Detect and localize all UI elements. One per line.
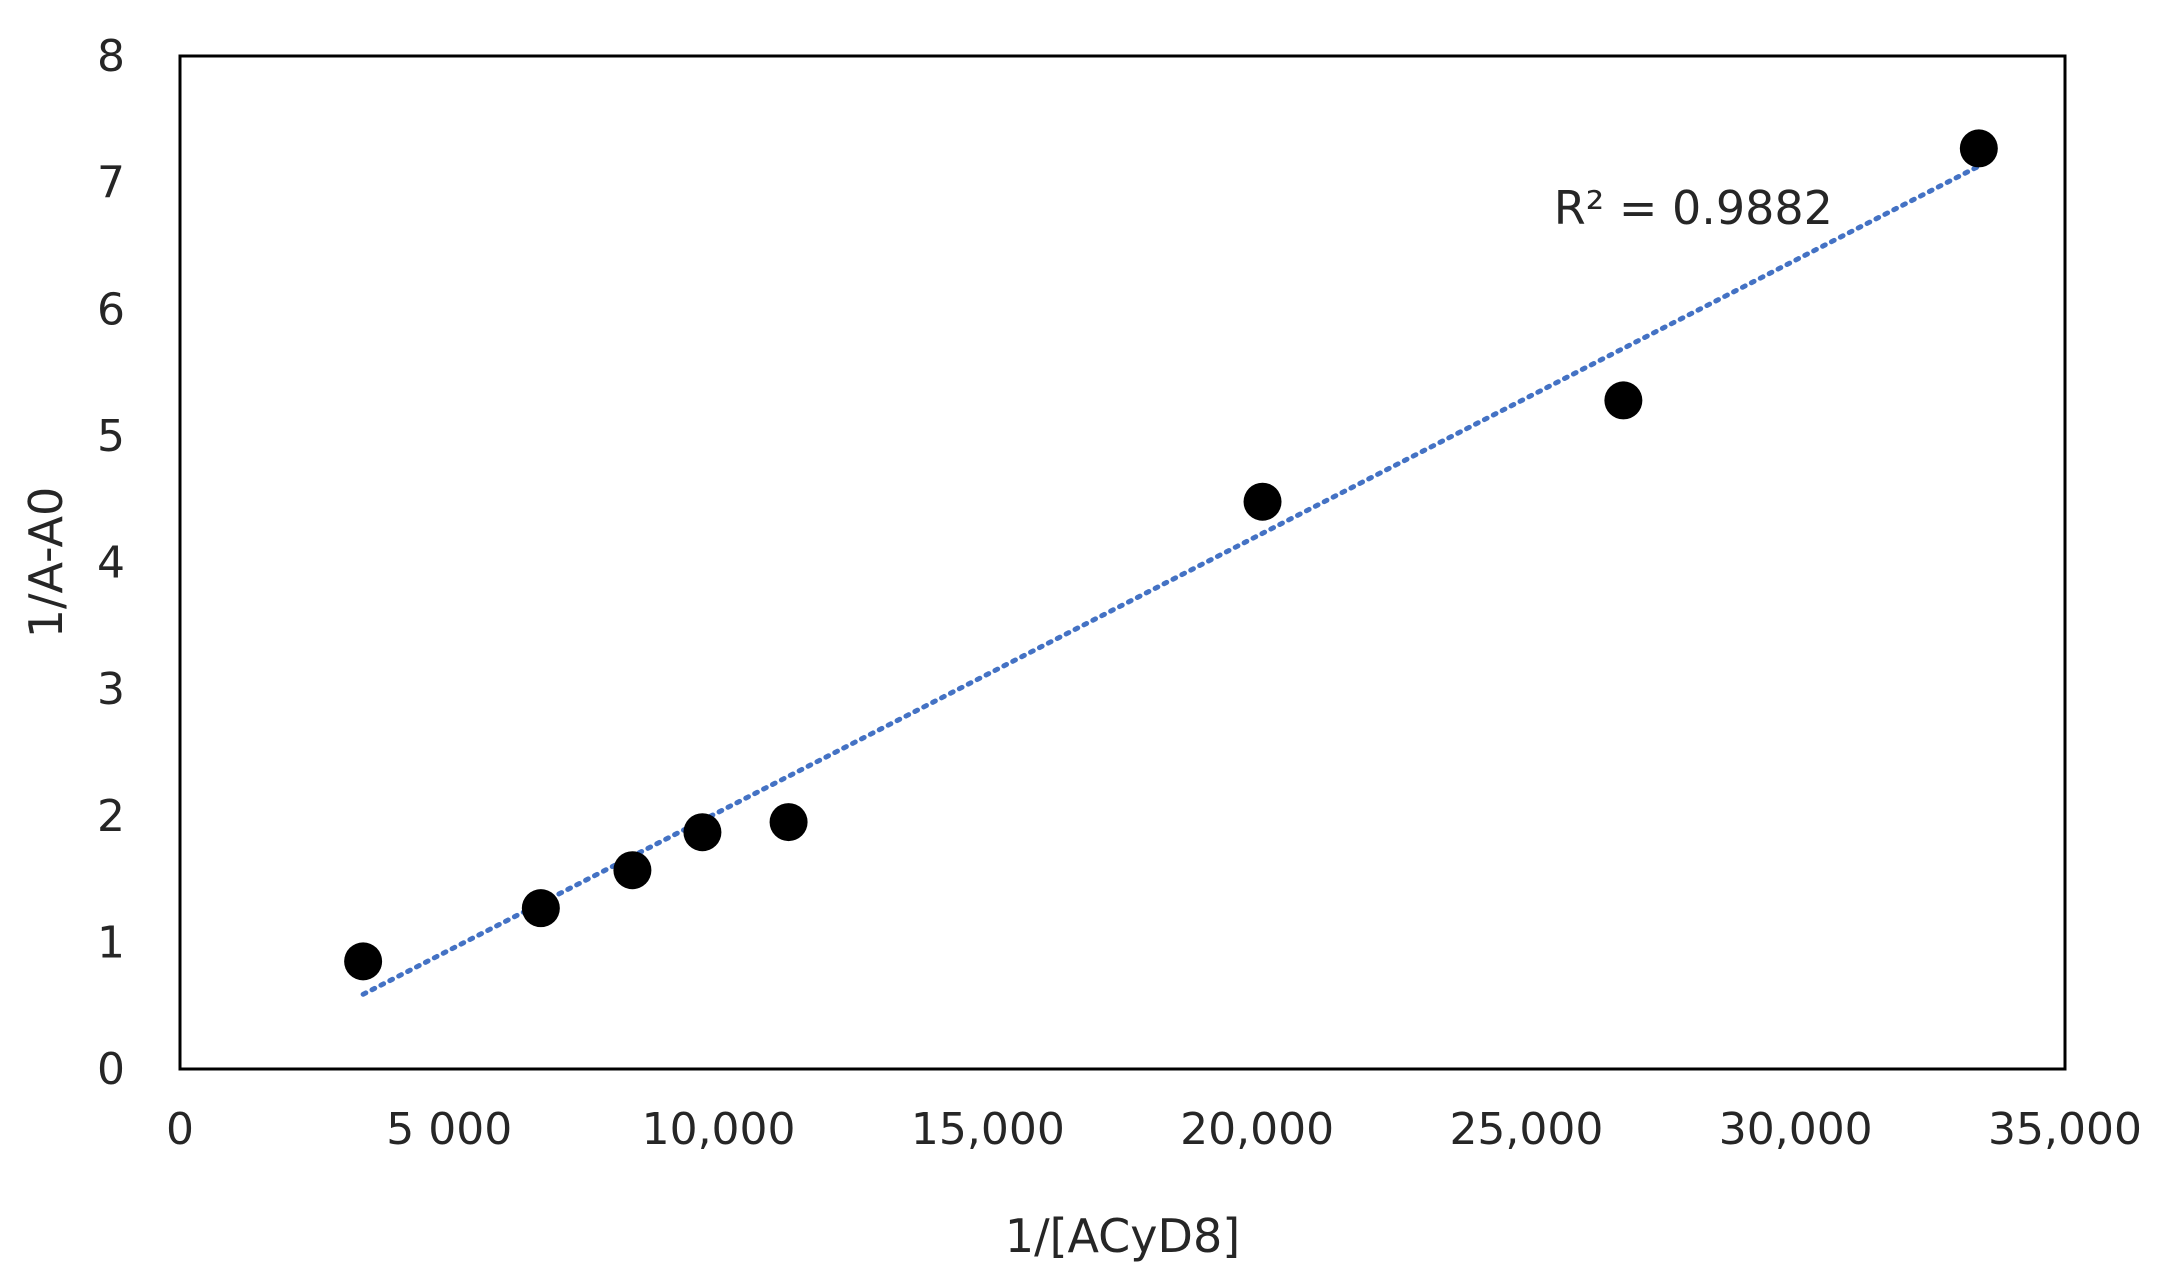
chart-annotations: R² = 0.9882 xyxy=(1554,181,1833,235)
y-tick-label: 6 xyxy=(97,284,125,335)
x-tick-label: 30,000 xyxy=(1719,1104,1873,1155)
x-tick-label: 20,000 xyxy=(1180,1104,1334,1155)
r-squared-annotation: R² = 0.9882 xyxy=(1554,181,1833,235)
x-tick-label: 0 xyxy=(166,1104,194,1155)
x-tick-label: 10,000 xyxy=(642,1104,796,1155)
data-point xyxy=(344,942,383,981)
y-axis-label: 1/A-A0 xyxy=(19,487,73,639)
data-point xyxy=(683,813,722,852)
y-tick-label: 1 xyxy=(97,917,125,968)
data-point xyxy=(769,803,808,842)
plot-area-frame xyxy=(178,54,2067,1071)
y-tick-label: 0 xyxy=(97,1044,125,1095)
data-point xyxy=(1604,381,1643,420)
data-point xyxy=(1959,129,1998,168)
y-tick-label: 4 xyxy=(97,538,125,589)
x-axis-ticks: 0 5 000 10,000 15,000 20,000 25,000 30,000 35,0… xyxy=(166,1104,2142,1155)
y-tick-label: 7 xyxy=(97,158,125,209)
x-axis-label: 1/[ACyD8] xyxy=(1005,1209,1240,1263)
data-points xyxy=(344,129,1998,981)
x-tick-label: 35,000 xyxy=(1988,1104,2142,1155)
y-tick-label: 8 xyxy=(97,31,125,82)
x-tick-label: 5 000 xyxy=(386,1104,512,1155)
y-axis-ticks: 0 1 2 3 4 5 6 7 8 xyxy=(97,31,125,1095)
y-tick-label: 2 xyxy=(97,791,125,842)
data-point xyxy=(613,851,652,890)
y-tick-label: 5 xyxy=(97,411,125,462)
x-tick-label: 25,000 xyxy=(1449,1104,1603,1155)
data-point xyxy=(1243,482,1282,521)
x-tick-label: 15,000 xyxy=(911,1104,1065,1155)
y-tick-label: 3 xyxy=(97,664,125,715)
data-point xyxy=(521,889,560,928)
